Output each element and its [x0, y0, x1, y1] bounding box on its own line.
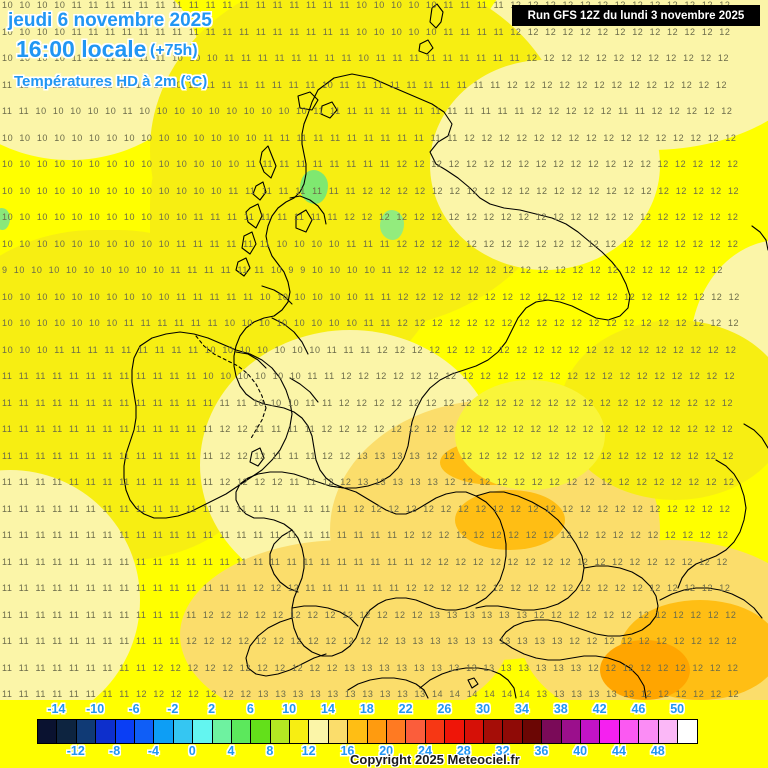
colorbar-tick-10: 10	[282, 702, 297, 716]
copyright-label: Copyright 2025 Meteociel.fr	[350, 752, 520, 767]
temp-region-pale-e-scotland	[430, 60, 660, 270]
colorbar-swatch[interactable]	[173, 720, 194, 743]
forecast-time-label: 16:00 locale	[16, 36, 147, 62]
colorbar-swatch[interactable]	[677, 720, 698, 743]
colorbar-tick-12: 12	[301, 744, 316, 758]
model-run-banner: Run GFS 12Z du lundi 3 novembre 2025	[512, 5, 760, 26]
colorbar-swatch[interactable]	[483, 720, 504, 743]
colorbar-tick-32: 32	[495, 744, 510, 758]
colorbar-swatch[interactable]	[658, 720, 678, 743]
colorbar-tick-minus12: -12	[66, 744, 85, 758]
colorbar-tick-minus2: -2	[167, 702, 179, 716]
temp-region-green-patch-b	[380, 210, 404, 240]
colorbar-swatch[interactable]	[193, 720, 213, 743]
colorbar-tick-42: 42	[592, 702, 607, 716]
colorbar-swatch[interactable]	[348, 720, 368, 743]
forecast-date-label: jeudi 6 novembre 2025	[8, 10, 212, 31]
colorbar-tick-30: 30	[476, 702, 491, 716]
colorbar-tick-minus8: -8	[109, 744, 121, 758]
colorbar-swatch[interactable]	[76, 720, 97, 743]
coastline-overlay	[123, 3, 768, 699]
colorbar-tick-18: 18	[359, 702, 374, 716]
colorbar-swatch[interactable]	[619, 720, 640, 743]
colorbar-swatch[interactable]	[290, 720, 310, 743]
temperature-map[interactable]: 10 10 10 10 11 11 11 11 11 11 11 11 11 1…	[0, 0, 768, 700]
colorbar-swatch[interactable]	[328, 720, 349, 743]
colorbar-tick-34: 34	[515, 702, 529, 716]
colorbar-tick-48: 48	[650, 744, 665, 758]
temperature-colorbar[interactable]: -14 -12 -10 -8 -6 -4 -2 0 2 4 6 8 10 12 14 16 18 20 22 24 26…	[0, 700, 768, 768]
colorbar-tick-14: 14	[321, 702, 335, 716]
colorbar-swatch[interactable]	[639, 720, 659, 743]
colorbar-tick-8: 8	[266, 744, 274, 758]
colorbar-tick-22: 22	[398, 702, 413, 716]
colorbar-swatch[interactable]	[600, 720, 620, 743]
colorbar-swatch[interactable]	[445, 720, 465, 743]
colorbar-tick-4: 4	[227, 744, 235, 758]
colorbar-swatch[interactable]	[212, 720, 232, 743]
colorbar-swatch[interactable]	[134, 720, 155, 743]
colorbar-swatch[interactable]	[503, 720, 523, 743]
colorbar-tick-0: 0	[188, 744, 196, 758]
colorbar-tick-36: 36	[534, 744, 549, 758]
colorbar-tick-minus6: -6	[128, 702, 140, 716]
colorbar-tick-2: 2	[208, 702, 216, 716]
colorbar-swatch[interactable]	[406, 720, 426, 743]
colorbar-swatch[interactable]	[464, 720, 484, 743]
colorbar-swatch[interactable]	[561, 720, 581, 743]
temp-region-gold-sw	[180, 540, 510, 700]
colorbar-swatch[interactable]	[367, 720, 388, 743]
model-run-label: Run GFS 12Z du lundi 3 novembre 2025	[527, 9, 745, 22]
colorbar-tick-38: 38	[553, 702, 568, 716]
temp-region-yellow-lincs	[455, 380, 605, 490]
parameter-label: Températures HD à 2m (°C)	[14, 73, 208, 90]
colorbar-swatch[interactable]	[387, 720, 407, 743]
colorbar-swatch[interactable]	[154, 720, 174, 743]
colorbar-swatch[interactable]	[251, 720, 271, 743]
colorbar-tick-40: 40	[573, 744, 588, 758]
colorbar-swatch[interactable]	[96, 720, 116, 743]
colorbar-tick-46: 46	[631, 702, 646, 716]
colorbar-swatch[interactable]	[38, 720, 58, 743]
colorbar-swatch[interactable]	[270, 720, 291, 743]
colorbar-tick-44: 44	[612, 744, 626, 758]
colorbar-swatch[interactable]	[425, 720, 446, 743]
colorbar-swatch[interactable]	[542, 720, 562, 743]
temp-region-orange-se	[455, 490, 565, 550]
colorbar-swatch[interactable]	[231, 720, 252, 743]
colorbar-tick-28: 28	[456, 744, 471, 758]
colorbar-swatch[interactable]	[522, 720, 543, 743]
colorbar-swatch[interactable]	[115, 720, 135, 743]
colorbar-tick-50: 50	[670, 702, 685, 716]
colorbar-tick-minus14: -14	[47, 702, 66, 716]
colorbar-tick-26: 26	[437, 702, 452, 716]
colorbar-tick-minus10: -10	[86, 702, 105, 716]
colorbar-tick-6: 6	[246, 702, 254, 716]
forecast-hour-label: (+75h)	[150, 42, 198, 59]
colorbar-tick-20: 20	[379, 744, 394, 758]
colorbar-swatch[interactable]	[57, 720, 77, 743]
temp-region-green-patch-c	[0, 208, 10, 230]
colorbar-swatch[interactable]	[309, 720, 329, 743]
colorbar-tick-24: 24	[418, 744, 432, 758]
colorbar-tick-minus4: -4	[147, 744, 159, 758]
colorbar-swatches[interactable]	[37, 719, 699, 744]
colorbar-swatch[interactable]	[580, 720, 601, 743]
colorbar-tick-16: 16	[340, 744, 355, 758]
